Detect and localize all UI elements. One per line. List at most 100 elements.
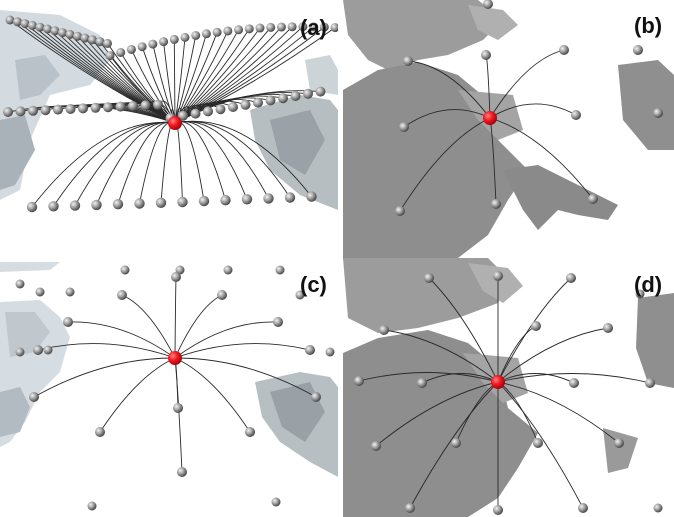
neighbor-node <box>405 503 415 513</box>
terrain-patch <box>0 262 60 272</box>
graph-edge <box>399 117 491 212</box>
neighbor-node <box>217 290 227 300</box>
panel-a: (a) <box>0 0 338 250</box>
neighbor-node <box>198 195 210 207</box>
neighbor-node <box>603 323 613 333</box>
neighbor-node <box>35 22 45 32</box>
graph-edge <box>174 357 251 433</box>
graph-edge <box>96 121 176 206</box>
center-node <box>168 351 182 365</box>
neighbor-node <box>395 206 405 216</box>
graph-edge <box>174 357 317 398</box>
neighbor-node <box>212 27 222 37</box>
graph-edge <box>139 121 176 204</box>
graph-edge <box>174 294 223 359</box>
graph-edge <box>174 35 197 124</box>
neighbor-node <box>263 193 274 204</box>
panel-a-graph <box>0 10 338 213</box>
graph-edge <box>174 276 177 359</box>
neighbor-node <box>87 501 97 511</box>
neighbor-node <box>533 438 543 448</box>
nodes-c <box>15 265 335 511</box>
terrain-a <box>0 10 338 210</box>
neighbor-node <box>371 441 381 451</box>
neighbor-node <box>491 199 501 209</box>
neighbor-node <box>80 33 90 43</box>
neighbor-node <box>311 392 321 402</box>
neighbor-node <box>65 287 75 297</box>
neighbor-node <box>137 42 147 52</box>
neighbor-node <box>15 279 25 289</box>
neighbor-node <box>653 503 663 513</box>
neighbor-node <box>265 95 276 106</box>
neighbor-node <box>69 200 81 211</box>
neighbor-node <box>169 34 179 44</box>
neighbor-node <box>271 497 281 507</box>
neighbor-node <box>451 438 461 448</box>
terrain-patch <box>0 115 35 190</box>
neighbor-node <box>379 325 389 335</box>
neighbor-node <box>215 104 226 115</box>
neighbor-node <box>290 91 301 101</box>
graph-edge <box>403 109 491 128</box>
neighbor-node <box>13 17 22 27</box>
neighbor-node <box>559 45 569 55</box>
neighbor-node <box>103 38 112 48</box>
graph-edge <box>174 120 312 197</box>
panel-d-graph <box>343 258 674 517</box>
neighbor-node <box>223 26 233 36</box>
neighbor-node <box>90 102 101 113</box>
graph-edge <box>497 381 584 509</box>
graph-edge <box>174 321 279 359</box>
neighbor-node <box>65 104 76 114</box>
neighbor-node <box>245 427 255 437</box>
terrain-patch <box>0 387 30 437</box>
terrain-b <box>343 0 674 258</box>
neighbor-node <box>305 345 315 355</box>
terrain-patch <box>603 428 638 473</box>
graph-edge <box>409 381 499 509</box>
neighbor-node <box>105 51 115 61</box>
neighbor-node <box>115 101 126 112</box>
neighbor-node <box>399 122 409 132</box>
graph-edge <box>121 294 176 359</box>
graph-edge <box>31 121 176 208</box>
neighbor-node <box>645 378 655 388</box>
neighbor-node <box>173 403 183 413</box>
neighbor-node <box>53 104 63 115</box>
graph-edge <box>53 121 176 207</box>
neighbor-node <box>253 97 263 108</box>
neighbor-node <box>266 22 276 32</box>
neighbor-node <box>155 197 167 208</box>
graph-edge <box>37 343 176 359</box>
graph-edge <box>489 103 577 119</box>
neighbor-node <box>120 265 130 275</box>
center-node <box>168 116 182 130</box>
panel-b-graph <box>343 0 674 258</box>
neighbor-node <box>284 192 296 203</box>
neighbor-node <box>175 265 185 275</box>
neighbor-node <box>28 105 38 116</box>
neighbor-node <box>171 272 181 282</box>
graph-edge <box>174 343 311 359</box>
graph-edge <box>421 373 499 384</box>
neighbor-node <box>201 29 211 39</box>
neighbor-node <box>15 106 26 117</box>
neighbor-node <box>275 265 285 275</box>
neighbor-node <box>203 106 213 117</box>
neighbor-node <box>26 201 38 213</box>
neighbor-node <box>278 93 288 104</box>
neighbor-node <box>91 199 102 211</box>
neighbor-node <box>78 103 88 114</box>
neighbor-node <box>493 505 503 515</box>
neighbor-node <box>417 378 427 388</box>
neighbor-node <box>63 317 73 327</box>
graph-edge <box>358 372 499 383</box>
neighbor-node <box>153 99 163 110</box>
graph-edge <box>174 121 226 201</box>
neighbor-node <box>3 107 13 117</box>
edges-d <box>358 276 651 510</box>
graph-edge <box>497 373 575 384</box>
neighbor-node <box>633 45 643 55</box>
neighbor-node <box>614 438 624 448</box>
